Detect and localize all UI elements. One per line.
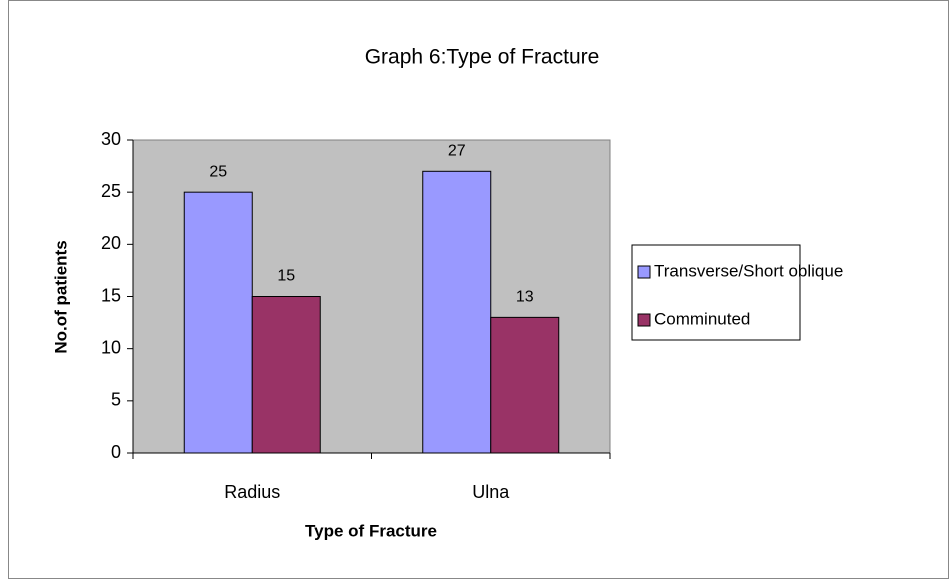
y-tick-label: 5 [111,390,121,410]
chart-title: Graph 6:Type of Fracture [365,46,600,69]
bar [183,191,253,454]
y-tick-label: 10 [101,337,121,357]
x-tick-label: Radius [224,482,280,502]
y-tick-label: 20 [101,233,121,253]
bar [251,296,321,454]
legend-label: Comminuted [654,309,750,328]
x-axis-label: Type of Fracture [305,521,437,540]
bar [490,316,560,454]
legend-swatch [637,265,651,279]
legend [631,244,801,341]
data-label: 25 [209,163,227,180]
y-tick-label: 30 [101,129,121,149]
data-label: 13 [516,289,534,306]
bar [422,170,492,454]
y-axis-label: No.of patients [51,240,70,353]
legend-label: Transverse/Short oblique [654,261,843,280]
x-tick-label: Ulna [472,482,510,502]
legend-swatch [637,313,651,327]
y-tick-label: 0 [111,442,121,462]
y-tick-label: 25 [101,181,121,201]
data-label: 27 [448,143,466,160]
y-tick-label: 15 [101,285,121,305]
data-label: 15 [277,268,295,285]
